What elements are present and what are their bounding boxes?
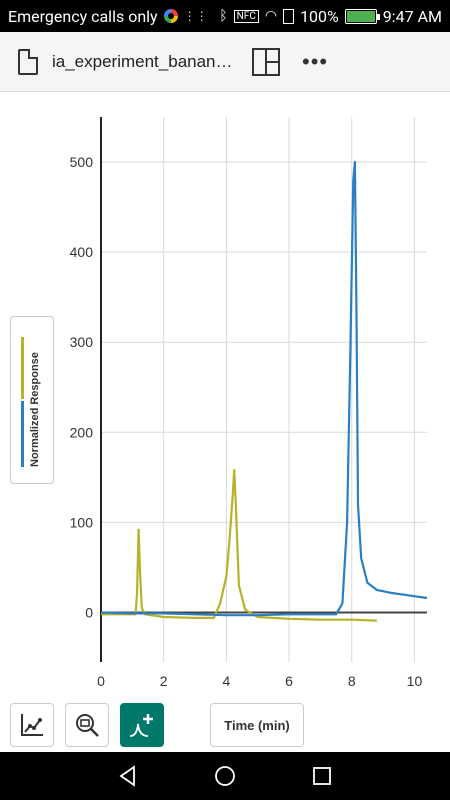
google-icon: [163, 9, 178, 23]
line-graph-icon: [21, 714, 43, 736]
recents-icon[interactable]: [310, 764, 334, 788]
chart-area: 0 2 4 6 8 10 0 100 200 300 400 500 Normalized Respo…: [0, 92, 450, 692]
app-bar: ia_experiment_banan… •••: [0, 32, 450, 92]
y-tick-label: 200: [70, 424, 94, 440]
time-axis-button[interactable]: Time (min): [210, 703, 304, 747]
add-peak-icon: [129, 714, 153, 737]
back-icon[interactable]: [116, 764, 140, 788]
graph-options-button[interactable]: [10, 703, 54, 747]
experiment-title[interactable]: ia_experiment_banan…: [52, 51, 233, 71]
battery-percent: 100%: [300, 6, 339, 26]
zoom-icon: [76, 714, 99, 737]
add-peak-button[interactable]: [120, 703, 164, 747]
sim-icon: [283, 8, 295, 24]
x-tick-label: 2: [160, 673, 168, 689]
more-notifications-icon: ⋮⋮: [183, 9, 208, 23]
y-tick-label: 500: [70, 154, 94, 170]
y-tick-label: 0: [85, 604, 93, 620]
more-options-icon[interactable]: •••: [302, 48, 329, 74]
wifi-icon: ◠: [264, 8, 278, 24]
x-tick-label: 4: [222, 673, 230, 689]
nfc-icon: NFC: [233, 9, 259, 23]
legend-series-blue: [21, 401, 24, 467]
graph-controls: Time (min): [0, 700, 450, 750]
x-tick-label: 0: [97, 673, 105, 689]
y-axis-label: Normalized Response: [29, 352, 41, 467]
series-line-blue: [100, 160, 428, 617]
legend-series-yellow: [21, 337, 24, 399]
bluetooth-icon: ᛒ: [219, 8, 228, 24]
battery-icon: [344, 8, 380, 24]
y-axis-legend: Normalized Response: [10, 316, 54, 484]
y-tick-label: 400: [70, 244, 94, 260]
series-line-yellow: [101, 469, 377, 622]
document-icon: [18, 48, 38, 75]
navigation-bar: [0, 752, 450, 800]
status-bar: Emergency calls only ⋮⋮ ᛒ NFC ◠ 100% 9:4…: [0, 0, 450, 32]
x-tick-label: 10: [407, 673, 423, 689]
zoom-reset-button[interactable]: [65, 703, 109, 747]
x-tick-label: 8: [348, 673, 356, 689]
home-icon[interactable]: [213, 764, 237, 788]
y-tick-label: 100: [70, 514, 94, 530]
clock: 9:47 AM: [382, 6, 442, 26]
layout-icon[interactable]: [252, 47, 280, 76]
carrier-text: Emergency calls only: [8, 6, 158, 26]
y-tick-label: 300: [70, 334, 94, 350]
x-tick-label: 6: [285, 673, 293, 689]
